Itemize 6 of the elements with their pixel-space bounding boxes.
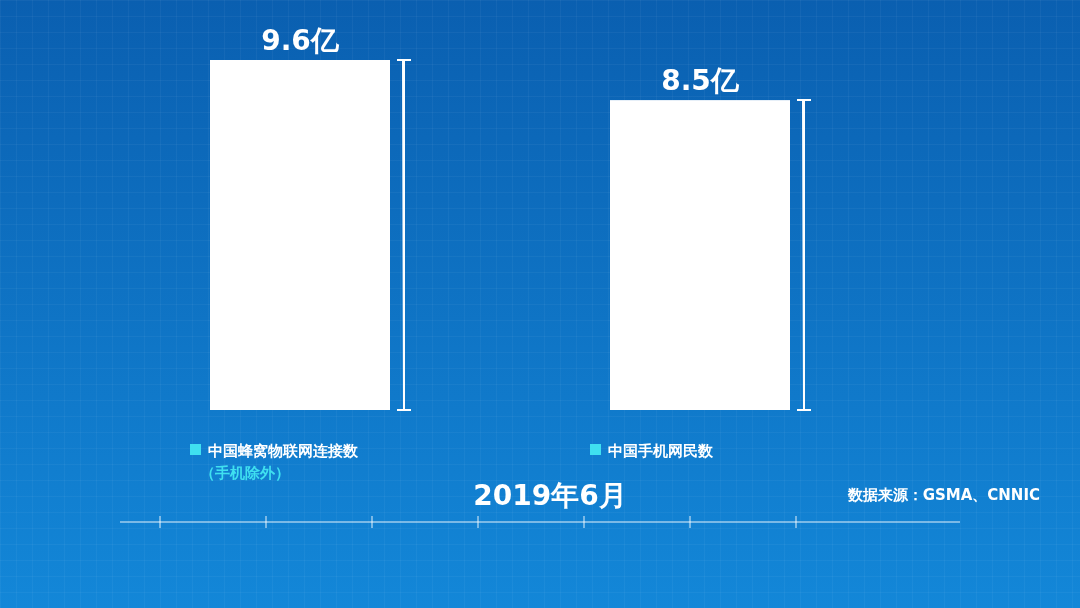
data-label: 9.6亿: [261, 24, 340, 57]
x-tick-label: 中国蜂窝物联网连接数（手机除外）: [200, 442, 359, 482]
text: 2019年6月: [473, 479, 627, 512]
x-tick-label: 中国手机网民数: [608, 442, 714, 460]
source-note: 数据来源：GSMA、CNNIC: [846, 486, 1040, 504]
data-label: 8.5亿: [661, 64, 740, 98]
